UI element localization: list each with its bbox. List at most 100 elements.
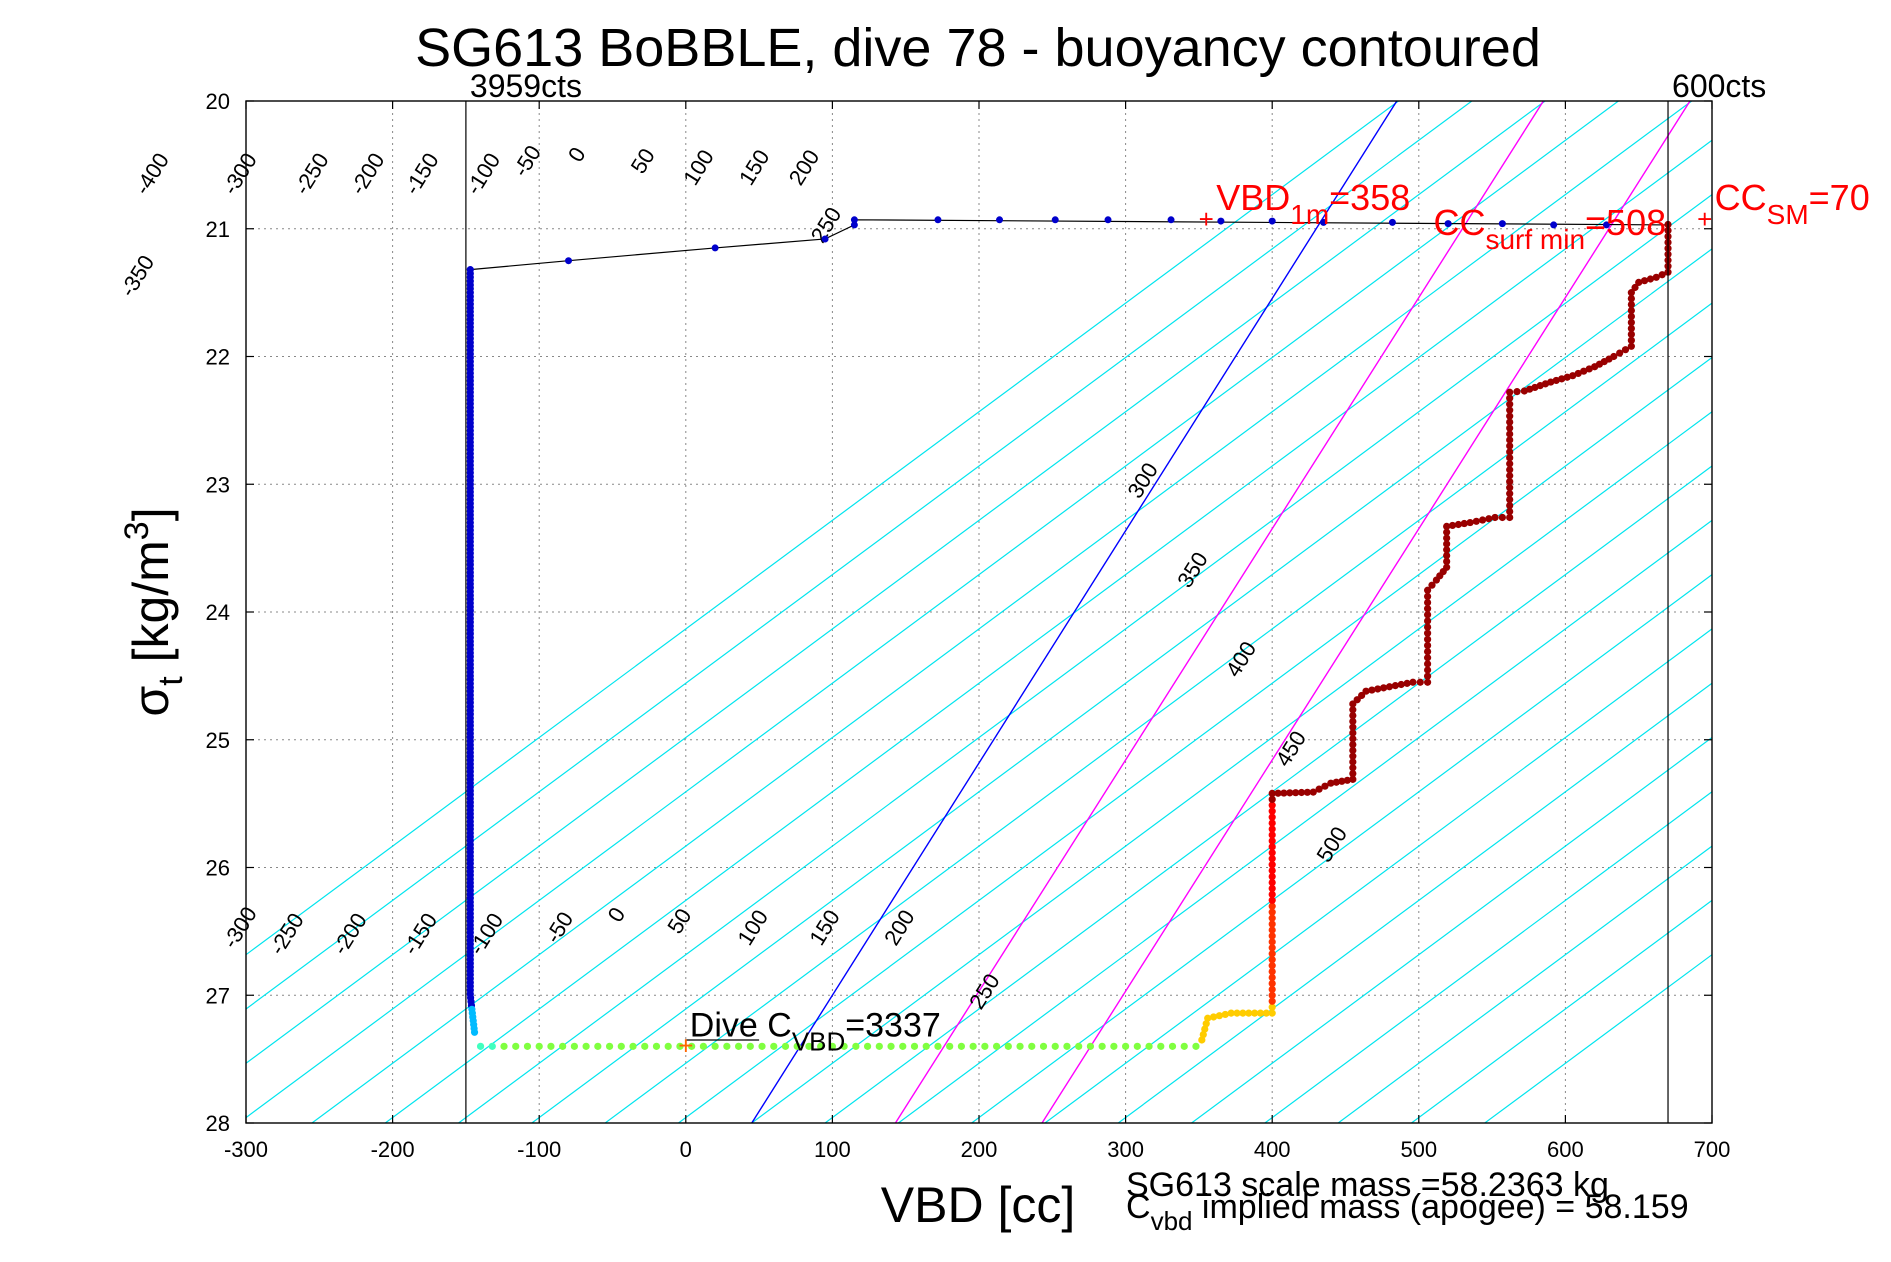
cast-point-right	[1268, 855, 1276, 863]
cast-point-bottom	[1157, 1042, 1165, 1050]
cast-point-right	[1349, 764, 1357, 772]
cast-point-bottom	[992, 1042, 1001, 1050]
contour-line	[531, 248, 1712, 1123]
cast-point-bottom	[875, 1042, 883, 1050]
cast-point-bottom	[828, 1042, 837, 1050]
cast-point-bottom	[946, 1042, 954, 1050]
cast-point-bottom	[570, 1042, 578, 1050]
cast-point-bottom	[652, 1042, 661, 1050]
cast-point-bottom	[1180, 1042, 1188, 1050]
cast-point-bottom	[594, 1042, 602, 1050]
contour-label: 100	[678, 145, 719, 189]
cast-point-bottom	[1168, 1042, 1177, 1050]
x-tick-label: 500	[1400, 1137, 1437, 1162]
cast-point-right	[1506, 424, 1514, 432]
y-axis-label: σt [kg/m3]	[118, 507, 190, 716]
cast-point-right	[1256, 1009, 1265, 1017]
cc-surf-value: =508	[1585, 202, 1666, 243]
cast-point-right	[1423, 678, 1432, 686]
cast-point-right	[1385, 683, 1394, 691]
cast-point-right	[1349, 706, 1357, 714]
cast-point-right	[1423, 586, 1432, 594]
cast-point-right	[1292, 789, 1300, 797]
contour-label: -350	[115, 251, 160, 302]
cast-point-right	[1423, 598, 1432, 607]
cast-point-right	[1309, 788, 1317, 796]
cast-point-bottom	[922, 1042, 930, 1050]
cast-point-right	[1506, 448, 1514, 456]
cast-point-right	[1616, 349, 1624, 357]
y-tick-label: 22	[206, 345, 230, 370]
cast-point-bottom	[664, 1042, 672, 1050]
cast-point-right	[1423, 654, 1432, 662]
cast-point-right	[1580, 367, 1588, 375]
red-marker-value: =358	[1329, 177, 1410, 218]
contour-line	[1337, 845, 1712, 1123]
cast-point-right	[1646, 275, 1655, 283]
footer-mass: SG613 scale mass =58.2363 kg	[1126, 1166, 1609, 1204]
cast-point-right	[1506, 513, 1514, 522]
cast-point-bottom	[899, 1042, 907, 1050]
cast-point-right	[1202, 1020, 1210, 1028]
contour-label: 250	[964, 969, 1005, 1013]
cast-point-right	[1397, 680, 1405, 689]
y-tick-label: 20	[206, 89, 230, 114]
contour-label: 350	[1172, 548, 1213, 592]
descent-point	[711, 244, 719, 252]
descent-point	[1051, 216, 1059, 224]
cc-surf-main: CC	[1433, 202, 1485, 243]
cast-point-bottom	[781, 1042, 790, 1050]
cast-point-right	[1416, 678, 1424, 686]
cast-point-right	[1349, 740, 1357, 749]
cast-point-right	[1658, 271, 1666, 279]
descent-point	[1444, 220, 1452, 228]
cast-point-right	[1280, 789, 1288, 797]
cast-point-bottom	[805, 1042, 813, 1050]
cast-point-right	[1610, 352, 1618, 361]
x-tick-label: 700	[1694, 1137, 1731, 1162]
cast-point-right	[1652, 273, 1660, 281]
y-tick-label: 21	[206, 217, 230, 242]
y-tick-label: 23	[206, 472, 230, 497]
cast-point-right	[1640, 277, 1649, 285]
cast-point-bottom	[934, 1042, 942, 1050]
contour-line	[824, 465, 1712, 1123]
cast-point-right	[1268, 926, 1276, 934]
cast-point-right	[1268, 902, 1276, 910]
cast-point-right	[1423, 592, 1432, 601]
contour-label: -200	[345, 148, 390, 199]
dive-c-marker: +	[678, 1030, 693, 1060]
contour-label: -300	[217, 902, 262, 953]
descent-point	[1217, 217, 1225, 225]
cast-point-right	[1506, 454, 1514, 462]
cast-point-bottom	[734, 1042, 743, 1050]
cast-point-right	[1268, 938, 1276, 946]
cast-point-bottom	[476, 1042, 485, 1050]
cast-point-right	[1268, 908, 1276, 916]
red-marker-sub: 1m	[1290, 199, 1329, 230]
contour-line	[971, 573, 1712, 1123]
cast-point-right	[1343, 776, 1351, 784]
cast-point-right	[1506, 418, 1514, 426]
cast-point-bottom	[863, 1042, 872, 1050]
cast-point-right	[1268, 896, 1276, 904]
cast-point-right	[1423, 611, 1432, 619]
cc-surf-min-label: CCsurf min=508	[1433, 202, 1666, 255]
footer-implied-mass: Cvbd implied mass (apogee) = 58.159	[1126, 1188, 1689, 1236]
cast-point-bottom	[1110, 1042, 1118, 1050]
cast-point-bottom	[1028, 1042, 1036, 1050]
cast-point-right	[1506, 442, 1514, 450]
contour-label: -300	[217, 148, 262, 199]
grid-lines	[246, 101, 1712, 1123]
cast-point-right	[1627, 336, 1635, 344]
cast-point-right	[1423, 641, 1432, 650]
descent-point	[1268, 217, 1276, 225]
axes: -300 -200 -100 0 100 200 300 400 500 600 700202122…	[206, 89, 1731, 1162]
contour-label: 400	[1221, 637, 1262, 681]
chart-title: SG613 BoBBLE, dive 78 - buoyancy contour…	[415, 18, 1541, 78]
vbd-limit-label: 600cts	[1672, 68, 1766, 104]
cast-point-right	[1221, 1010, 1229, 1019]
cast-point-right	[1268, 914, 1276, 922]
y-axis-label-symbol: σ	[123, 686, 179, 717]
footer-implied-rest: implied mass (apogee) = 58.159	[1192, 1188, 1688, 1226]
